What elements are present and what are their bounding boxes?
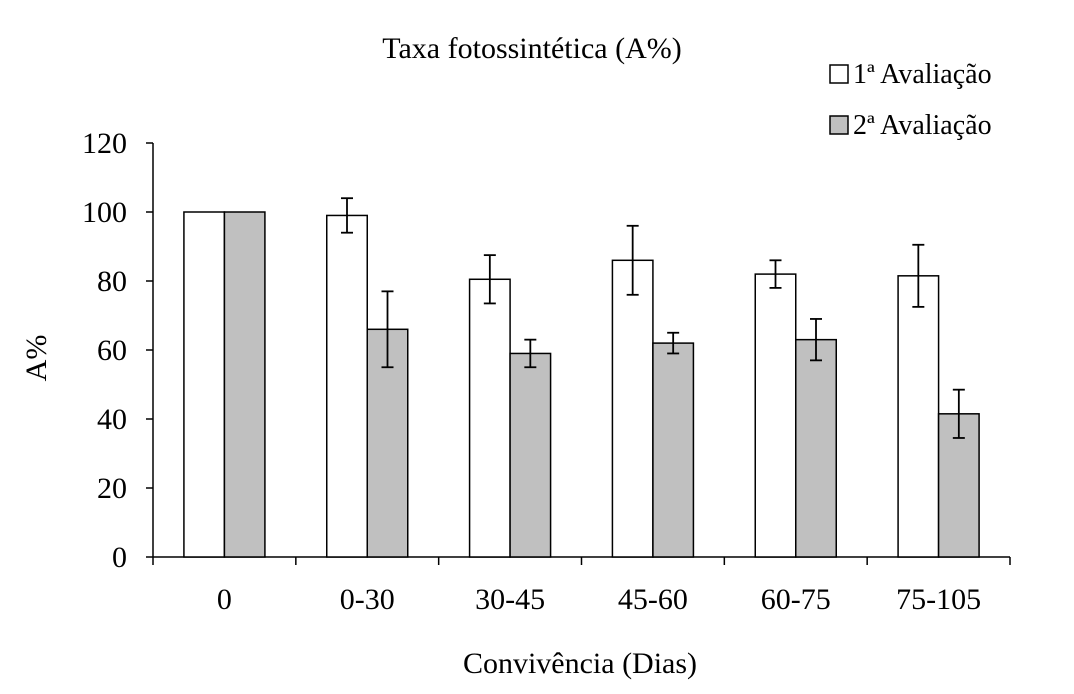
x-tick-label: 75-105: [896, 583, 981, 616]
y-tick-label: 100: [82, 196, 127, 229]
bar-1: [468, 278, 511, 558]
bar-1: [754, 273, 797, 558]
y-tick-label: 40: [97, 403, 127, 436]
legend-swatch: [829, 64, 849, 84]
legend: 1ª Avaliação 2ª Avaliação: [829, 59, 992, 141]
x-tick-label: 45-60: [618, 583, 688, 616]
legend-swatch: [829, 115, 849, 135]
x-tick-label: 60-75: [761, 583, 831, 616]
y-tick-label: 120: [82, 127, 127, 160]
legend-label: 2ª Avaliação: [853, 110, 992, 141]
y-tick-label: 80: [97, 265, 127, 298]
bar-2: [795, 338, 837, 558]
bar-1: [897, 275, 940, 558]
y-tick-label: 20: [97, 472, 127, 505]
plot-area: 0 20 40 60 80 100 120 0 0-30 30-45 45-60 60-75 75-10…: [82, 127, 1011, 616]
x-tick-label: 0: [217, 583, 232, 616]
x-tick-label: 30-45: [475, 583, 545, 616]
y-axis-label: A%: [20, 335, 53, 382]
legend-label: 1ª Avaliação: [853, 59, 992, 90]
bar-1: [611, 259, 654, 558]
bar-1: [326, 214, 368, 558]
y-tick-label: 60: [97, 334, 127, 367]
chart-title: Taxa fotossintética (A%): [382, 32, 681, 65]
x-tick-label: 0-30: [340, 583, 395, 616]
bar-2: [509, 352, 552, 558]
x-axis-label: Convivência (Dias): [463, 647, 697, 680]
bar-2: [223, 211, 266, 558]
y-tick-label: 0: [112, 541, 127, 574]
bar-2: [652, 342, 695, 558]
bar-1: [183, 211, 226, 558]
